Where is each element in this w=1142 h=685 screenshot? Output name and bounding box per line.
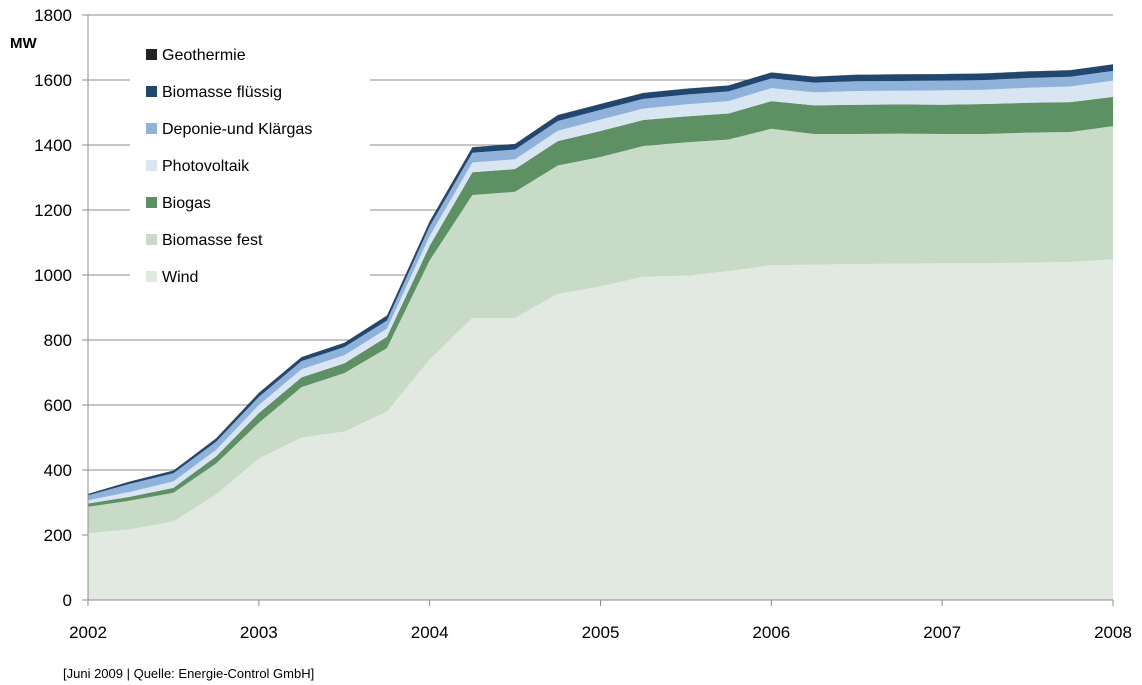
legend-swatch — [146, 49, 157, 60]
legend-swatch — [146, 197, 157, 208]
y-tick-label: 0 — [63, 591, 72, 610]
y-tick-label: 1800 — [34, 6, 72, 25]
legend-label: Biomasse flüssig — [162, 84, 282, 101]
y-tick-label: 1600 — [34, 71, 72, 90]
area-series-1 — [88, 126, 1113, 534]
legend-swatch — [146, 123, 157, 134]
x-tick-labels: 2002 2003 2004 2005 2006 2007 2008 — [69, 623, 1132, 642]
y-tick-label: 1000 — [34, 266, 72, 285]
x-tick-label: 2006 — [752, 623, 790, 642]
legend-label: Biomasse fest — [162, 232, 263, 249]
stacked-areas — [88, 64, 1113, 600]
x-tick-label: 2008 — [1094, 623, 1132, 642]
y-tick-label: 1200 — [34, 201, 72, 220]
y-tick-label: 600 — [44, 396, 72, 415]
source-note: [Juni 2009 | Quelle: Energie-Control Gmb… — [63, 666, 315, 681]
y-tick-label: 800 — [44, 331, 72, 350]
y-unit-label: MW — [10, 35, 37, 52]
x-tick-label: 2003 — [240, 623, 278, 642]
legend-label: Deponie-und Klärgas — [162, 121, 312, 138]
x-tick-label: 2005 — [582, 623, 620, 642]
legend-label: Photovoltaik — [162, 158, 250, 175]
legend: Geothermie Biomasse flüssig Deponie-und Kl… — [130, 40, 370, 295]
axes — [82, 14, 1114, 606]
legend-label: Geothermie — [162, 47, 246, 64]
x-tick-label: 2004 — [411, 623, 449, 642]
x-tick-label: 2002 — [69, 623, 107, 642]
y-tick-label: 200 — [44, 526, 72, 545]
y-tick-label: 1400 — [34, 136, 72, 155]
legend-label: Wind — [162, 269, 198, 286]
legend-swatch — [146, 160, 157, 171]
legend-background — [130, 40, 370, 295]
legend-label: Biogas — [162, 195, 211, 212]
x-tick-label: 2007 — [923, 623, 961, 642]
legend-swatch — [146, 234, 157, 245]
y-tick-label: 400 — [44, 461, 72, 480]
y-tick-labels: 0 200 400 600 800 1000 1200 1400 1600 1800 — [34, 6, 72, 610]
area-series-0 — [88, 259, 1113, 600]
legend-swatch — [146, 86, 157, 97]
legend-swatch — [146, 271, 157, 282]
